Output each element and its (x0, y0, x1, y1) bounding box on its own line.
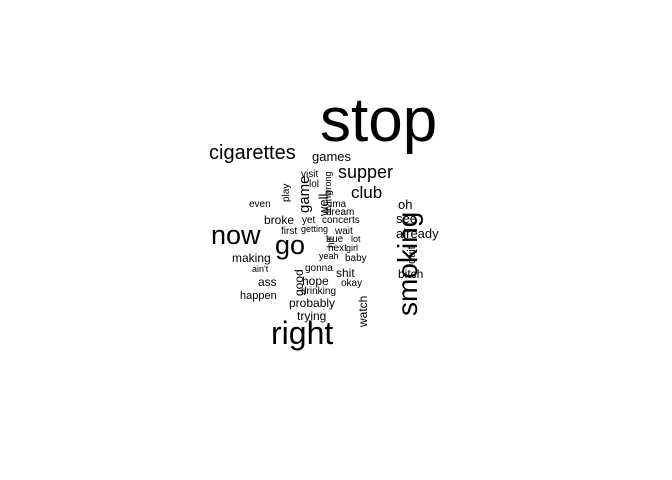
word-right: right (271, 315, 334, 351)
word-making: making (232, 251, 271, 265)
word-see: see (396, 211, 417, 226)
word-already: already (396, 226, 439, 241)
word-next: next (328, 243, 347, 254)
word-watch: watch (356, 295, 370, 327)
word-now: now (211, 220, 261, 250)
word-ima: ima (330, 199, 347, 210)
word-drinking: drinking (301, 286, 337, 297)
word-game: game (296, 175, 313, 213)
word-even: even (249, 199, 271, 210)
word-club: club (351, 183, 383, 202)
word-true: true (326, 234, 344, 245)
word-cigarettes: cigarettes (209, 142, 296, 164)
word-okay: okay (341, 278, 363, 289)
word-ass: ass (258, 275, 277, 289)
word-dream: dream (326, 207, 355, 218)
word-concerts: concerts (322, 215, 360, 226)
word-girl: girl (346, 243, 359, 253)
word-gonna: gonna (305, 263, 333, 274)
word-yet: yet (302, 215, 316, 226)
word-oh: oh (398, 197, 413, 212)
word-supper: supper (338, 162, 394, 182)
word-first: first (281, 226, 298, 237)
word-visit: visit (301, 169, 319, 180)
word-probably: probably (289, 296, 336, 310)
word-quit: quit (406, 246, 418, 264)
word-go: go (275, 230, 306, 260)
word-stop: stop (320, 86, 438, 155)
word-yeah: yeah (319, 251, 339, 261)
word-trying: trying (297, 309, 327, 323)
word-shit: shit (336, 266, 355, 280)
word-baby: baby (345, 253, 367, 264)
word-bitch: bitch (398, 267, 424, 281)
word-lot: lot (351, 234, 361, 244)
word-lol: lol (309, 179, 320, 190)
word-wait: wait (335, 226, 353, 237)
word-play: play (281, 183, 292, 202)
word-games: games (312, 149, 352, 164)
word-happen: happen (240, 290, 277, 302)
word-ain-t: ain't (252, 264, 269, 274)
word-hope: hope (302, 274, 329, 288)
word-getting: getting (301, 224, 329, 234)
word-broke: broke (264, 213, 295, 227)
